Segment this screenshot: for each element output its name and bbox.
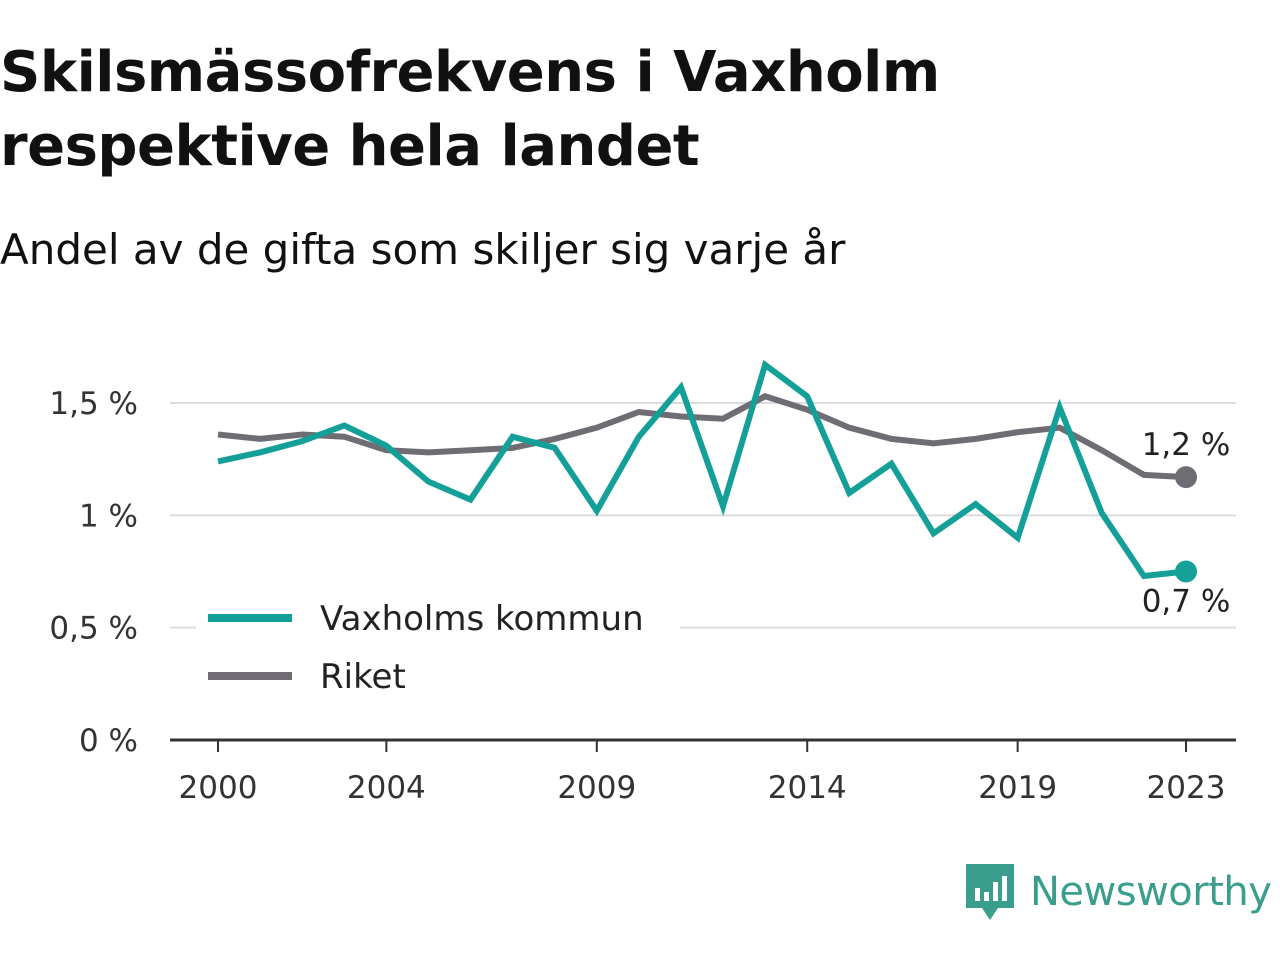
y-tick-label: 1 % xyxy=(79,498,138,534)
y-tick-label: 0,5 % xyxy=(49,611,138,647)
end-value-label: 1,2 % xyxy=(1142,427,1231,463)
chart-subtitle: Andel av de gifta som skiljer sig varje … xyxy=(0,225,846,274)
x-tick-label: 2000 xyxy=(179,770,258,806)
x-tick-label: 2019 xyxy=(978,770,1057,806)
x-tick-label: 2009 xyxy=(557,770,636,806)
legend-label: Vaxholms kommun xyxy=(320,599,644,639)
brand-name: Newsworthy xyxy=(1030,869,1272,915)
chart-title: Skilsmässofrekvens i Vaxholm respektive … xyxy=(0,40,940,179)
end-value-label: 0,7 % xyxy=(1142,584,1231,620)
end-markers: 0,7 % 1,2 % xyxy=(1142,427,1231,619)
y-axis-ticks: 0 % 0,5 % 1 % 1,5 % xyxy=(49,386,138,759)
end-marker xyxy=(1175,560,1197,583)
x-tick-label: 2004 xyxy=(347,770,426,806)
newsworthy-logo-icon xyxy=(966,864,1014,920)
x-axis: 2000 2004 2009 2014 2019 2023 xyxy=(170,738,1236,806)
y-tick-label: 0 % xyxy=(79,723,138,759)
legend: Vaxholms kommun Riket xyxy=(196,590,680,710)
y-tick-label: 1,5 % xyxy=(49,386,138,422)
series-line-riket xyxy=(217,393,1187,481)
legend-background xyxy=(196,590,680,710)
end-marker xyxy=(1175,466,1197,489)
x-tick-label: 2014 xyxy=(768,770,847,806)
series-lines xyxy=(217,359,1187,580)
series-line-vaxholm xyxy=(217,359,1187,580)
legend-label: Riket xyxy=(320,657,406,697)
brand: Newsworthy xyxy=(964,862,1272,922)
x-tick-label: 2023 xyxy=(1147,770,1226,806)
